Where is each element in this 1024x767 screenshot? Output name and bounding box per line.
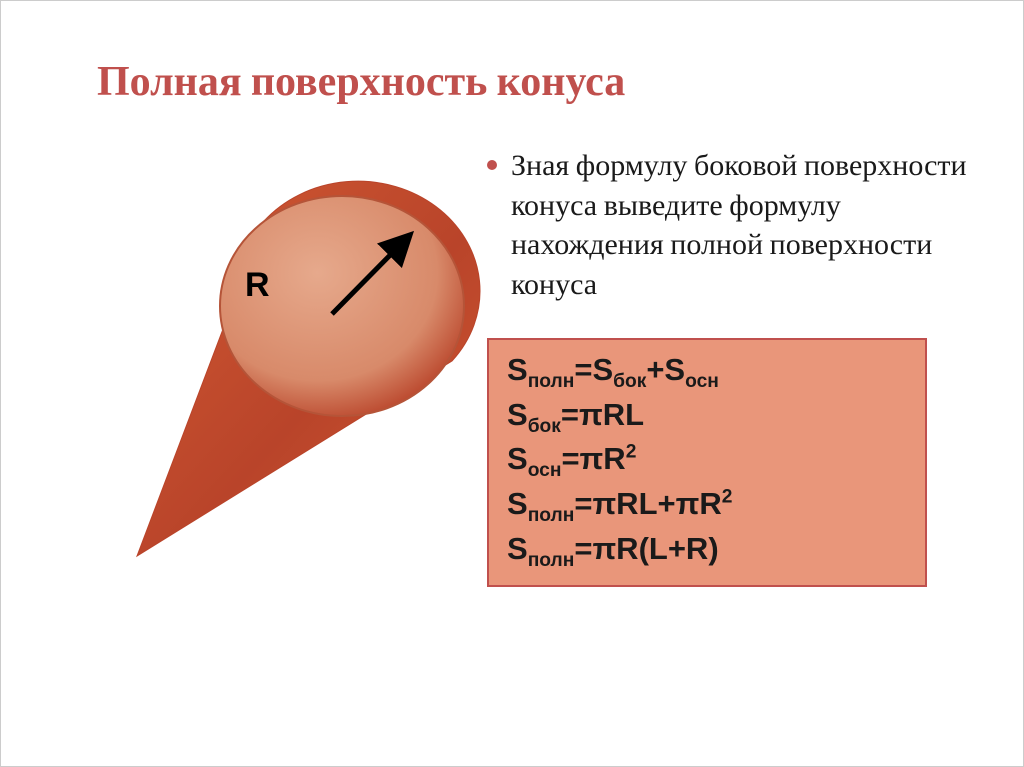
body-text: Зная формулу боковой поверхности конуса …	[511, 146, 967, 304]
text-column: Зная формулу боковой поверхности конуса …	[487, 146, 967, 587]
cone-diagram: R	[57, 146, 487, 586]
formula-line-2: Sосн=πR2	[507, 439, 907, 484]
formula-line-3: Sполн=πRL+πR2	[507, 484, 907, 529]
content-row: R Зная формулу боковой поверхности конус…	[57, 146, 967, 587]
bullet-icon	[487, 160, 497, 170]
slide: Полная поверхность конуса	[1, 1, 1023, 766]
formula-line-0: Sполн=Sбок+Sосн	[507, 350, 907, 395]
formula-line-4: Sполн=πR(L+R)	[507, 529, 907, 574]
bullet-block: Зная формулу боковой поверхности конуса …	[487, 146, 967, 304]
cone-svg	[57, 146, 487, 586]
radius-label: R	[245, 266, 270, 305]
formula-line-1: Sбок=πRL	[507, 395, 907, 440]
formula-box: Sполн=Sбок+SоснSбок=πRLSосн=πR2Sполн=πRL…	[487, 338, 927, 587]
slide-title: Полная поверхность конуса	[97, 57, 967, 106]
